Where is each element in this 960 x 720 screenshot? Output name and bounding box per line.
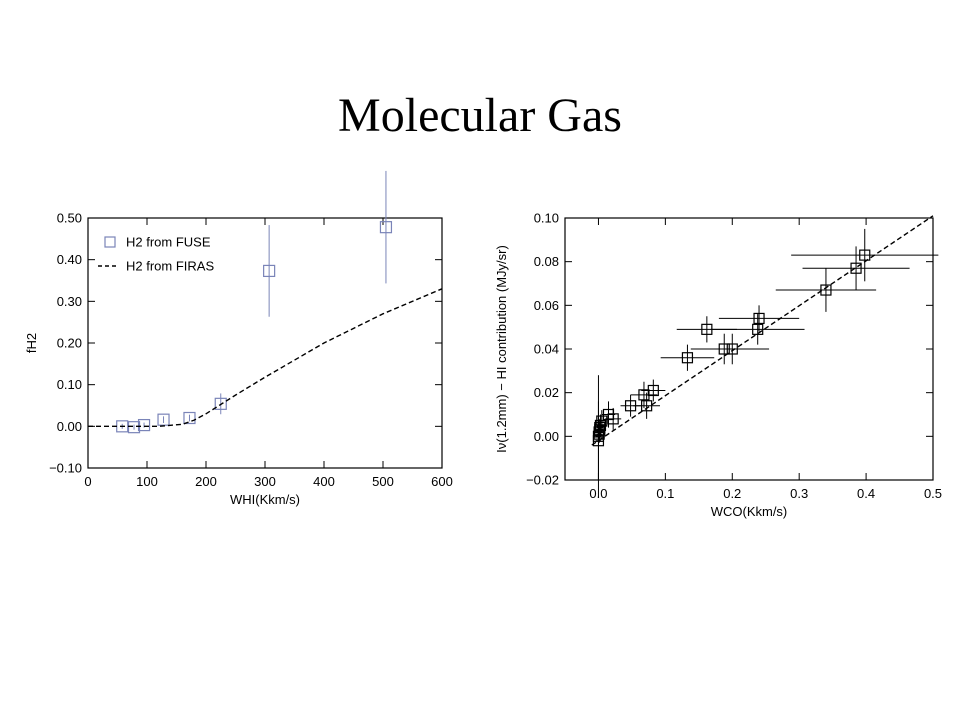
y-tick-label: 0.00 — [534, 429, 559, 444]
data-point-square — [681, 352, 694, 364]
x-tick-label: 100 — [136, 474, 158, 489]
dashed-model-line — [88, 288, 443, 427]
y-tick-label: 0.02 — [534, 385, 559, 400]
data-point-square — [752, 323, 764, 335]
y-tick-label: 0.50 — [57, 211, 82, 226]
data-point-square — [638, 389, 650, 401]
data-point-square — [753, 312, 765, 325]
x-tick-label: 0.3 — [790, 486, 808, 501]
legend-label-fuse: H2 from FUSE — [126, 235, 211, 250]
y-tick-label: 0.10 — [534, 211, 559, 226]
data-point-square — [592, 430, 605, 442]
y-tick-label: 0.06 — [534, 298, 559, 313]
y-axis-title: Iν(1.2mm) − HI contribution (MJy/sr) — [494, 245, 509, 453]
data-point-square — [594, 419, 607, 432]
data-point-square — [214, 397, 227, 410]
data-point-square — [859, 249, 871, 261]
y-tick-label: −0.02 — [526, 473, 559, 488]
legend-square-marker — [104, 236, 116, 248]
data-point-square — [127, 421, 141, 434]
x-tick-label: 400 — [313, 474, 335, 489]
y-tick-label: 0.08 — [534, 254, 559, 269]
x-axis-title: WCO(Kkm/s) — [711, 504, 788, 519]
x-tick-label: 300 — [254, 474, 276, 489]
legend-label-firas: H2 from FIRAS — [126, 259, 214, 274]
x-tick-label: 0 — [84, 474, 91, 489]
fh2-vs-whi-chart: 0 100 200 300 400 500 600 −0.10 0.00 0.10 0.20 0.30… — [24, 170, 453, 507]
data-point-square — [607, 413, 619, 425]
y-tick-label: 0.20 — [57, 336, 82, 351]
x-tick-label: 600 — [431, 474, 453, 489]
data-point-square — [641, 400, 653, 412]
data-point-square — [157, 413, 170, 426]
data-point-square — [593, 426, 605, 438]
x-tick-label: 0.1 — [656, 486, 674, 501]
y-tick-label: 0.40 — [57, 252, 82, 267]
slide-title: Molecular Gas — [338, 89, 622, 142]
x-tick-label: 500 — [372, 474, 394, 489]
data-point-square — [379, 221, 393, 234]
y-tick-label: 0.10 — [57, 377, 82, 392]
y-axis-title: fH2 — [24, 333, 39, 353]
dashed-model-line — [591, 215, 934, 446]
y-tick-label: 0.04 — [534, 342, 559, 357]
data-point-square — [820, 284, 832, 296]
y-tick-label: −0.10 — [49, 461, 82, 476]
data-point-square — [647, 384, 659, 397]
x-tick-label: 200 — [195, 474, 217, 489]
data-point-square — [263, 264, 276, 278]
y-tick-label: 0.00 — [57, 419, 82, 434]
x-axis-title: WHI(Kkm/s) — [230, 492, 300, 507]
x-tick-label: 0.2 — [723, 486, 741, 501]
x-tick-label: 0.4 — [857, 486, 875, 501]
x-tick-label: 0.5 — [924, 486, 942, 501]
excess-vs-wco-chart: 0.0 0.1 0.2 0.3 0.4 0.5−0.020.000.020.040.060… — [494, 211, 942, 520]
data-point-square — [137, 418, 151, 432]
data-point-square — [850, 262, 862, 274]
data-point-square — [596, 415, 608, 427]
data-point-square — [726, 343, 738, 355]
data-point-square — [594, 422, 606, 434]
y-tick-label: 0.30 — [57, 294, 82, 309]
data-point-square — [183, 411, 196, 425]
